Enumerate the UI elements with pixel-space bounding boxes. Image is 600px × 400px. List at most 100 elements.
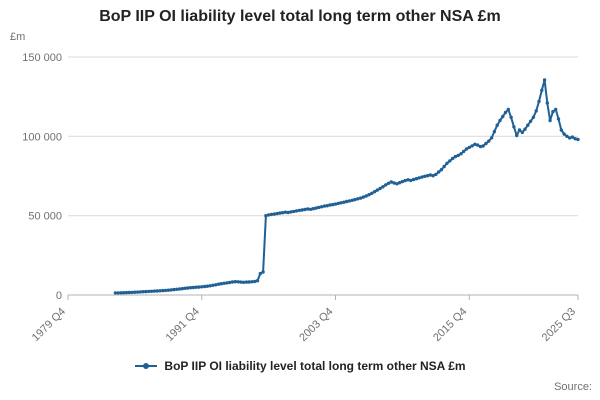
- series-point: [294, 209, 299, 213]
- line-series-icon: [135, 363, 158, 369]
- series-point: [328, 203, 332, 207]
- series-point: [127, 290, 131, 295]
- y-axis-title: £m: [10, 31, 26, 43]
- x-tick-label: 2003 Q4: [297, 306, 335, 344]
- series-point: [175, 287, 179, 291]
- series-point: [464, 147, 469, 151]
- series-point: [253, 279, 257, 284]
- series-point: [375, 188, 379, 192]
- series-point: [501, 114, 505, 119]
- series-point: [342, 200, 346, 204]
- series-point: [512, 125, 516, 129]
- series-point: [230, 280, 235, 284]
- series-point: [361, 195, 366, 199]
- series-point: [297, 208, 301, 213]
- series-point: [534, 109, 538, 113]
- series-point: [509, 115, 513, 120]
- series-point: [200, 285, 204, 289]
- series-point: [147, 289, 151, 294]
- series-point: [542, 78, 547, 82]
- series-point: [205, 284, 209, 288]
- series-point: [384, 183, 388, 187]
- x-tick-label: 1991 Q4: [164, 306, 202, 344]
- series-point: [570, 135, 575, 139]
- series-point: [551, 110, 555, 114]
- series-point: [406, 178, 410, 182]
- series-point: [506, 107, 510, 112]
- series-point: [272, 212, 276, 216]
- series-point: [526, 123, 530, 127]
- series-point: [336, 201, 340, 206]
- y-tick-label: 150 000: [22, 52, 62, 64]
- series-point: [453, 154, 458, 159]
- series-point: [300, 208, 304, 212]
- series-point: [255, 279, 260, 283]
- series-point: [559, 128, 563, 132]
- series-point: [219, 282, 223, 286]
- series-point: [409, 178, 413, 183]
- series-point: [395, 182, 399, 186]
- series-point: [467, 145, 471, 150]
- series-point: [317, 205, 321, 210]
- series-point: [163, 288, 168, 293]
- series-point: [442, 164, 446, 169]
- series-point: [456, 153, 460, 158]
- series-point: [389, 180, 393, 184]
- series-point: [280, 211, 285, 215]
- series-point: [250, 280, 254, 284]
- series-point: [180, 287, 184, 291]
- series-point: [191, 285, 196, 290]
- series-point: [214, 283, 218, 287]
- series-point: [166, 288, 170, 292]
- series-point: [269, 212, 274, 217]
- series-point: [258, 271, 262, 276]
- series-point: [495, 123, 499, 127]
- x-tick-label: 1979 Q4: [30, 306, 68, 344]
- series-point: [445, 161, 449, 165]
- series-point: [437, 170, 441, 174]
- series-point: [208, 284, 212, 288]
- series-point: [227, 280, 232, 285]
- series-point: [319, 205, 324, 209]
- series-point: [537, 99, 541, 104]
- series-point: [197, 285, 201, 289]
- series-point: [428, 173, 432, 177]
- series-point: [397, 181, 402, 185]
- series-point: [144, 289, 148, 294]
- series-point: [347, 199, 352, 203]
- x-tick-label: 2025 Q3: [540, 306, 578, 344]
- series-point: [124, 290, 129, 295]
- series-point: [283, 210, 288, 214]
- series-point: [531, 115, 536, 120]
- series-point: [169, 288, 173, 292]
- series-line: [114, 79, 579, 294]
- series-point: [439, 168, 444, 172]
- series-point: [470, 144, 474, 148]
- series-point: [314, 206, 318, 210]
- series-point: [381, 185, 385, 189]
- series-point: [517, 128, 522, 132]
- series-point: [492, 129, 497, 134]
- series-point: [241, 280, 246, 284]
- series-point: [576, 137, 580, 142]
- series-point: [489, 136, 494, 140]
- y-tick-label: 0: [56, 290, 62, 302]
- source-label: Source:: [554, 381, 592, 393]
- series-point: [503, 110, 508, 115]
- series-point: [431, 174, 435, 178]
- series-point: [554, 107, 558, 112]
- legend-item[interactable]: BoP IIP OI liability level total long te…: [134, 359, 466, 373]
- series-point: [155, 289, 159, 293]
- series-point: [122, 291, 126, 295]
- series-point: [136, 290, 140, 294]
- series-point: [562, 132, 566, 136]
- series-point: [358, 196, 363, 200]
- series-point: [414, 177, 419, 181]
- plot-area[interactable]: 0 50 000 100 000 150 000 1979 Q4 1991 Q4 2003 …: [0, 46, 600, 348]
- series-point: [236, 280, 240, 284]
- series-point: [333, 202, 338, 206]
- series-point: [540, 88, 544, 92]
- series-point: [261, 270, 265, 274]
- series-point: [487, 139, 491, 143]
- series-point: [473, 142, 477, 146]
